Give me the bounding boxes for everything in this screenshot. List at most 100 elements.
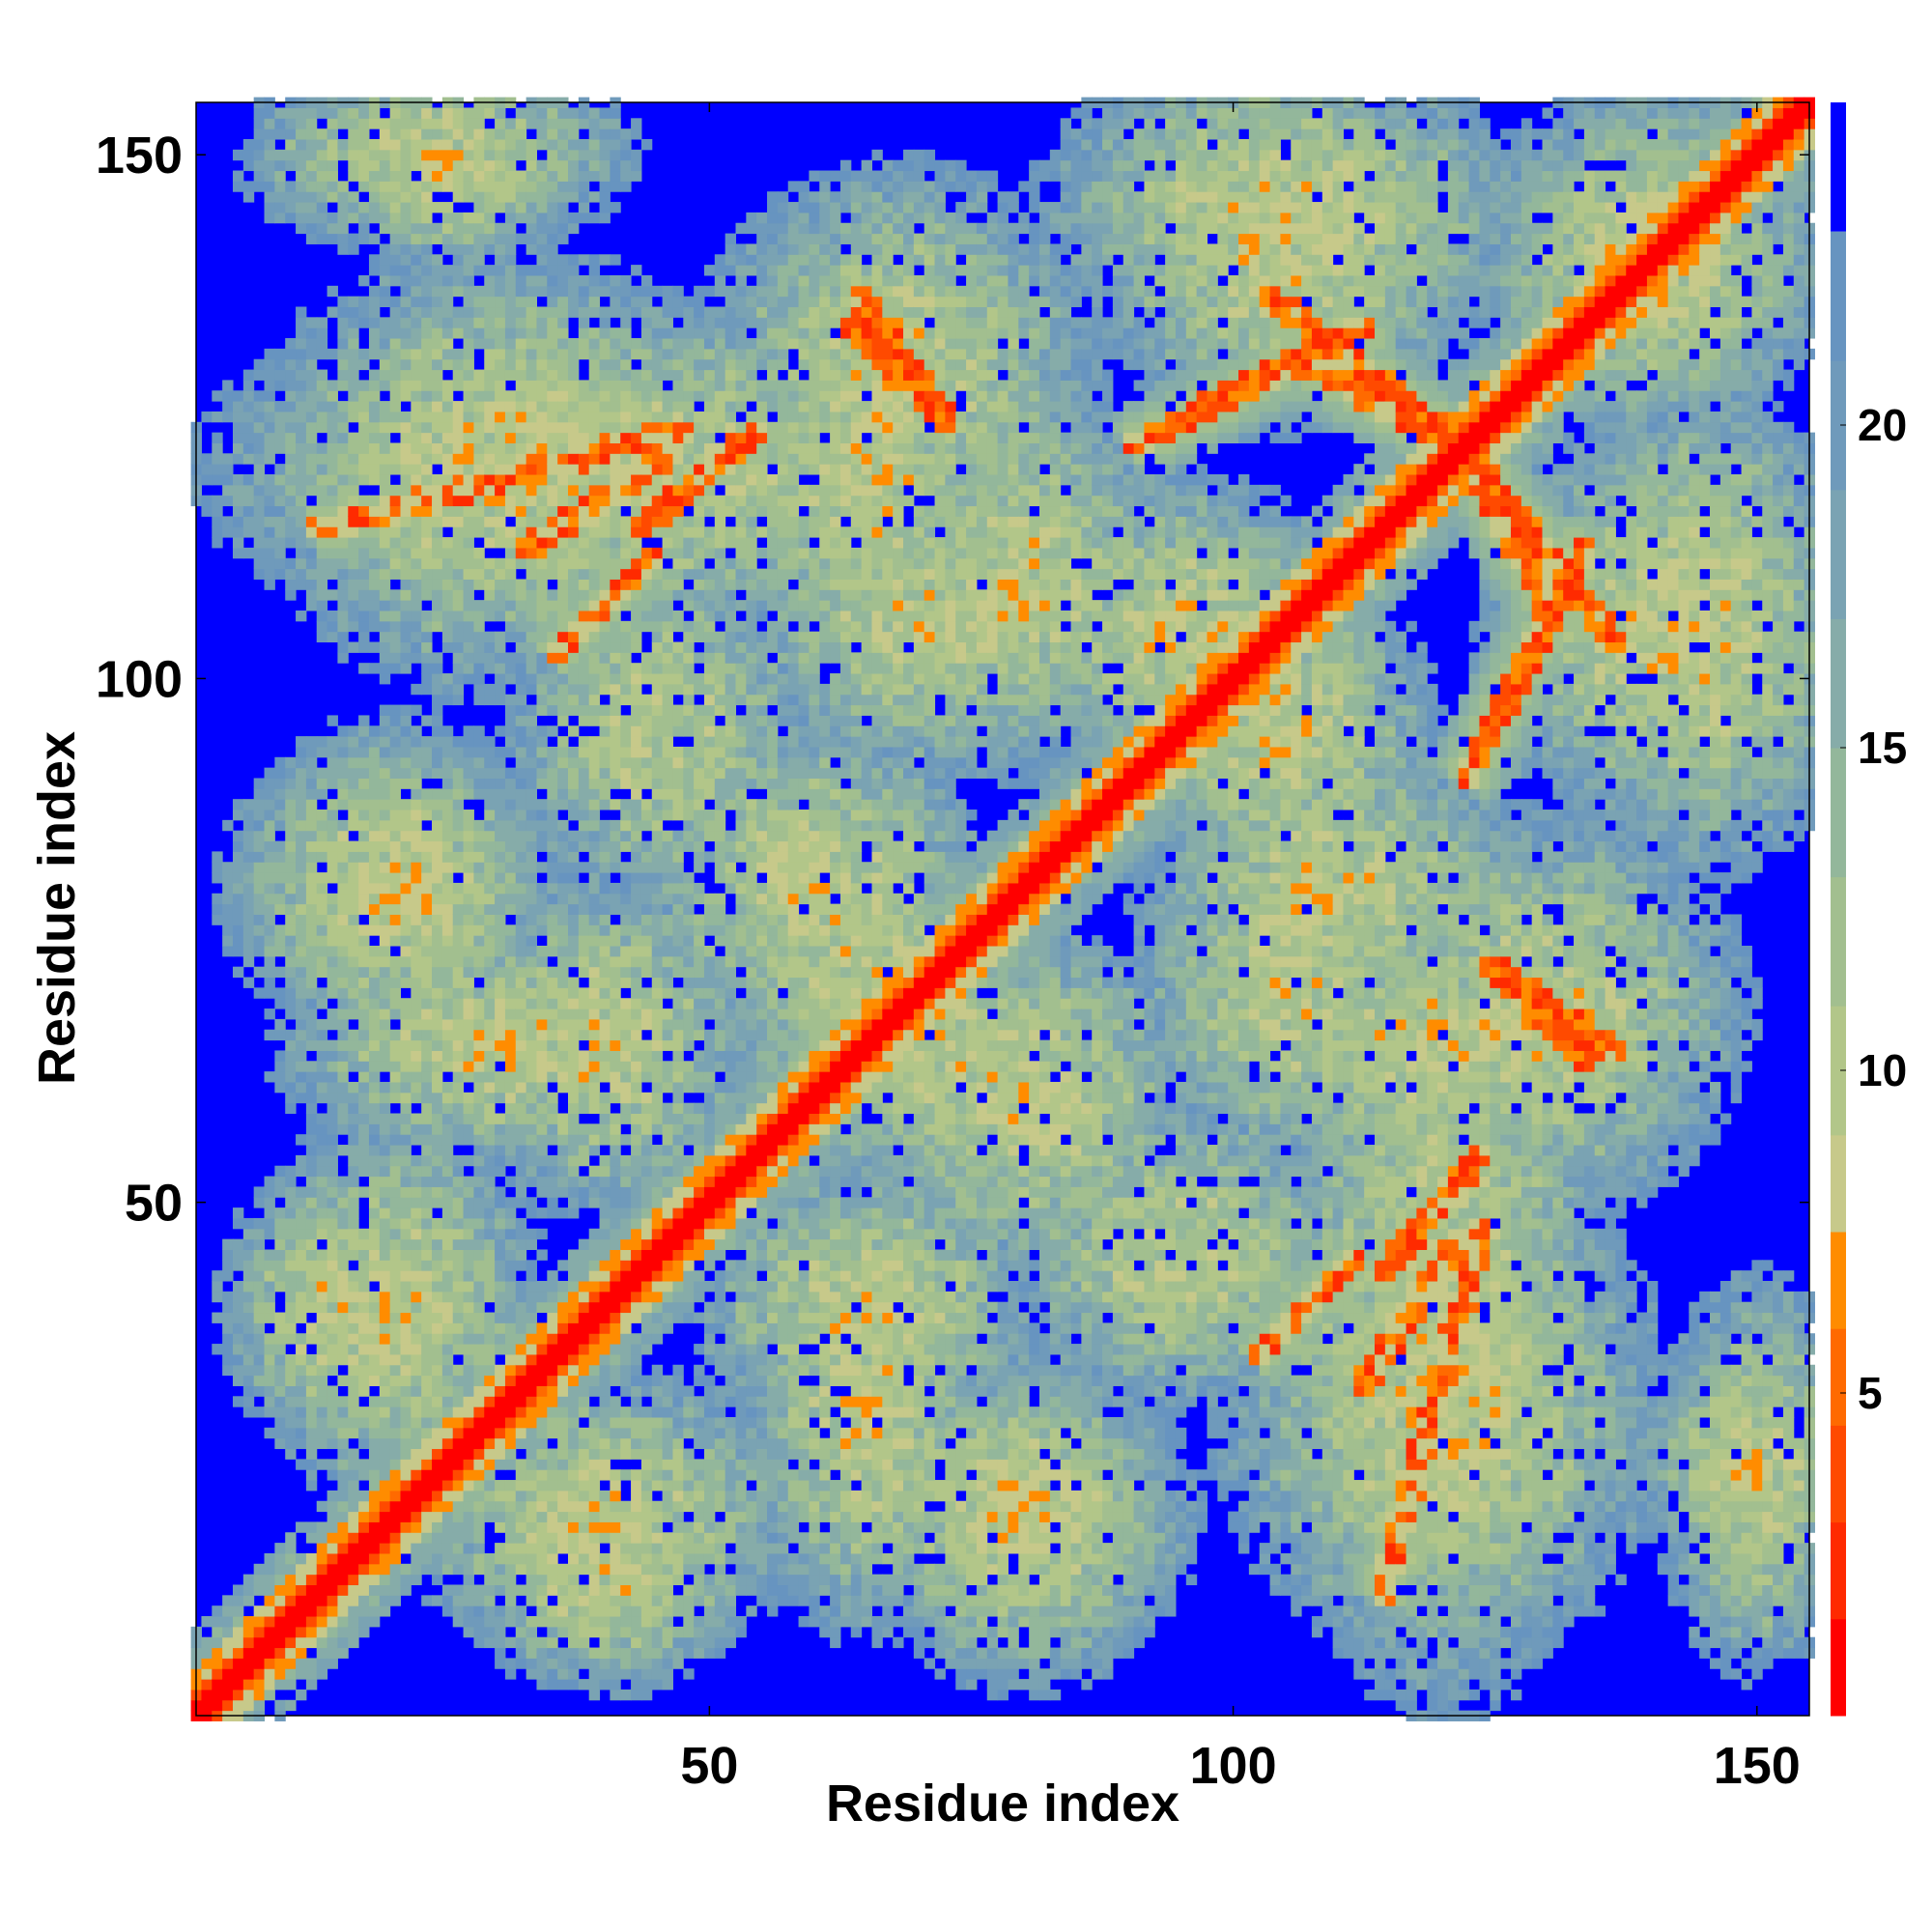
heatmap-cell	[578, 442, 590, 454]
heatmap-cell	[337, 600, 349, 611]
heatmap-cell	[379, 159, 391, 172]
heatmap-cell	[568, 285, 580, 298]
heatmap-cell	[473, 652, 485, 664]
heatmap-cell	[411, 1081, 422, 1094]
heatmap-cell	[568, 369, 580, 381]
heatmap-cell	[316, 987, 328, 999]
heatmap-cell	[547, 306, 558, 318]
heatmap-cell	[463, 1385, 474, 1397]
heatmap-cell	[400, 568, 412, 580]
heatmap-cell	[389, 296, 402, 308]
heatmap-cell	[473, 631, 485, 643]
heatmap-cell	[327, 1584, 338, 1596]
heatmap-cell	[547, 1061, 558, 1072]
heatmap-cell	[274, 159, 286, 172]
heatmap-cell	[305, 830, 318, 842]
heatmap-cell	[578, 1102, 590, 1115]
heatmap-cell	[421, 1050, 433, 1062]
heatmap-cell	[274, 1437, 286, 1450]
heatmap-cell	[264, 945, 275, 957]
heatmap-cell	[441, 265, 454, 276]
heatmap-cell	[253, 1668, 266, 1680]
heatmap-cell	[264, 987, 275, 999]
heatmap-cell	[463, 924, 474, 936]
heatmap-cell	[432, 369, 443, 381]
heatmap-cell	[568, 1521, 580, 1533]
heatmap-cell	[452, 641, 465, 653]
heatmap-cell	[411, 1322, 422, 1334]
heatmap-cell	[421, 1197, 433, 1208]
heatmap-cell	[285, 903, 297, 915]
heatmap-cell	[536, 557, 548, 570]
heatmap-cell	[379, 1521, 391, 1533]
heatmap-cell	[452, 1322, 465, 1334]
heatmap-cell	[473, 620, 485, 633]
heatmap-cell	[316, 547, 328, 559]
heatmap-cell	[452, 1459, 465, 1470]
heatmap-cell	[441, 819, 454, 832]
heatmap-cell	[305, 1092, 318, 1104]
heatmap-cell	[400, 1437, 412, 1450]
heatmap-cell	[620, 663, 632, 674]
heatmap-cell	[568, 1260, 580, 1271]
heatmap-cell	[526, 265, 537, 276]
heatmap-cell	[358, 306, 370, 318]
heatmap-cell	[232, 1396, 244, 1407]
heatmap-cell	[316, 1145, 328, 1156]
heatmap-cell	[337, 1186, 349, 1198]
heatmap-cell	[536, 516, 548, 527]
heatmap-cell	[588, 778, 601, 789]
heatmap-cell	[285, 1165, 297, 1178]
heatmap-cell	[264, 1595, 275, 1606]
heatmap-cell	[547, 935, 558, 947]
heatmap-cell	[411, 589, 422, 601]
heatmap-cell	[620, 1658, 632, 1669]
heatmap-cell	[610, 1301, 621, 1314]
heatmap-cell	[526, 1123, 537, 1135]
heatmap-cell	[484, 296, 496, 308]
heatmap-cell	[400, 882, 412, 895]
heatmap-cell	[337, 327, 349, 339]
heatmap-cell	[631, 1217, 642, 1230]
heatmap-cell	[212, 1626, 223, 1638]
heatmap-cell	[242, 862, 255, 873]
heatmap-cell	[504, 1322, 517, 1334]
heatmap-cell	[620, 1301, 632, 1314]
heatmap-cell	[441, 673, 454, 685]
heatmap-cell	[610, 138, 621, 151]
heatmap-cell	[536, 778, 548, 789]
heatmap-cell	[264, 526, 275, 538]
heatmap-cell	[547, 243, 558, 255]
heatmap-cell	[337, 474, 349, 486]
heatmap-cell	[358, 432, 370, 443]
heatmap-cell	[316, 1595, 328, 1606]
heatmap-cell	[588, 746, 601, 758]
heatmap-cell	[242, 1574, 255, 1586]
heatmap-cell	[432, 1165, 443, 1178]
heatmap-cell	[432, 181, 443, 192]
heatmap-cell	[400, 1344, 412, 1355]
heatmap-cell	[610, 1018, 621, 1031]
heatmap-cell	[421, 442, 433, 454]
heatmap-cell	[212, 1344, 223, 1355]
heatmap-cell	[568, 1605, 580, 1617]
heatmap-cell	[285, 557, 297, 570]
heatmap-cell	[296, 935, 307, 947]
heatmap-cell	[557, 1050, 569, 1062]
heatmap-cell	[495, 778, 506, 789]
heatmap-cell	[515, 799, 527, 810]
heatmap-cell	[305, 1427, 318, 1439]
heatmap-cell	[588, 1689, 601, 1701]
heatmap-cell	[452, 1029, 465, 1041]
heatmap-cell	[599, 464, 611, 475]
heatmap-cell	[515, 1322, 527, 1334]
heatmap-cell	[285, 1353, 297, 1366]
heatmap-cell	[568, 118, 580, 129]
heatmap-cell	[264, 1605, 275, 1617]
heatmap-cell	[504, 390, 517, 402]
heatmap-cell	[368, 1480, 381, 1492]
heatmap-cell	[515, 464, 527, 475]
heatmap-cell	[610, 935, 621, 947]
heatmap-cell	[327, 1281, 338, 1293]
heatmap-cell	[495, 1406, 506, 1418]
